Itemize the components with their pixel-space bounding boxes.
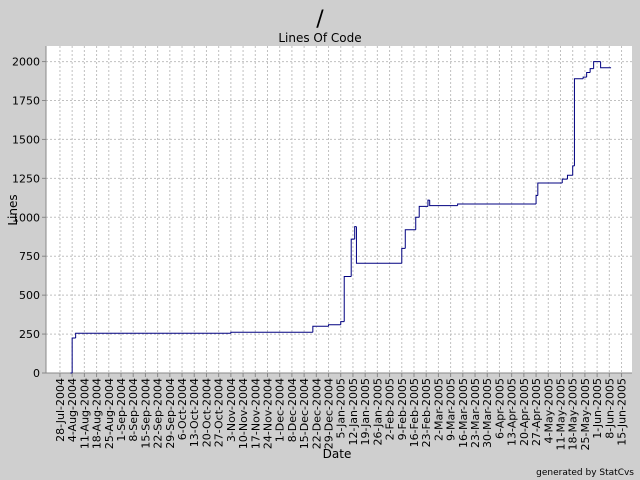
x-tick-label: 26-Jan-2005 bbox=[371, 378, 384, 446]
line-step bbox=[429, 200, 458, 207]
x-tick-label: 24-Nov-2004 bbox=[261, 378, 274, 449]
x-tick-label: 1-Dec-2004 bbox=[274, 378, 287, 442]
x-tick-label: 5-Jan-2005 bbox=[335, 378, 348, 439]
x-tick-label: 23-Feb-2005 bbox=[420, 378, 433, 447]
plot-area bbox=[46, 46, 632, 373]
footer: generated by StatCvs bbox=[536, 468, 634, 478]
line-step bbox=[561, 178, 568, 184]
y-tick-label: 1000 bbox=[12, 211, 40, 224]
x-tick-label: 16-Mar-2005 bbox=[457, 378, 470, 448]
x-tick-label: 16-Feb-2005 bbox=[408, 378, 421, 447]
line-step bbox=[312, 325, 329, 333]
x-tick-label: 22-Sep-2004 bbox=[152, 378, 165, 449]
line-step bbox=[230, 331, 313, 334]
x-tick-label: 13-Oct-2004 bbox=[188, 378, 201, 447]
x-tick-label: 30-Mar-2005 bbox=[481, 378, 494, 448]
line-step bbox=[593, 61, 601, 69]
line-step bbox=[572, 165, 575, 176]
line-step bbox=[71, 337, 76, 373]
line-step bbox=[355, 226, 402, 264]
y-tick-label: 1750 bbox=[12, 95, 40, 108]
x-tick-label: 20-Apr-2005 bbox=[518, 378, 531, 446]
x-tick-label: 9-Feb-2005 bbox=[396, 378, 409, 440]
x-tick-label: 18-May-2005 bbox=[567, 378, 580, 450]
x-tick-label: 25-Aug-2004 bbox=[103, 378, 116, 449]
x-tick-label: 1-Sep-2004 bbox=[115, 378, 128, 442]
x-tick-label: 2-Feb-2005 bbox=[384, 378, 397, 440]
x-tick-label: 4-May-2005 bbox=[542, 378, 555, 443]
line-step bbox=[589, 68, 594, 73]
x-tick-label: 10-Nov-2004 bbox=[237, 378, 250, 449]
line-step bbox=[415, 216, 420, 230]
x-tick-label: 8-Jun-2005 bbox=[603, 378, 616, 439]
x-tick-label: 27-Oct-2004 bbox=[213, 378, 226, 447]
line-step bbox=[573, 78, 584, 166]
line-step bbox=[328, 324, 341, 327]
x-tick-label: 4-Aug-2004 bbox=[66, 378, 79, 442]
x-tick-label: 11-May-2005 bbox=[554, 378, 567, 450]
x-tick-label: 22-Dec-2004 bbox=[310, 378, 323, 449]
x-tick-label: 8-Dec-2004 bbox=[286, 378, 299, 442]
x-tick-label: 19-Jan-2005 bbox=[359, 378, 372, 446]
y-tick-label: 0 bbox=[33, 367, 40, 380]
y-tick-label: 2000 bbox=[12, 56, 40, 69]
line-step bbox=[343, 275, 352, 322]
x-tick-label: 29-Dec-2004 bbox=[323, 378, 336, 449]
line-step bbox=[535, 194, 538, 205]
x-tick-label: 8-Sep-2004 bbox=[127, 378, 140, 442]
line-step bbox=[427, 199, 430, 207]
x-tick-label: 17-Nov-2004 bbox=[249, 378, 262, 449]
x-tick-label: 9-Mar-2005 bbox=[445, 378, 458, 441]
x-tick-label: 6-Oct-2004 bbox=[176, 378, 189, 440]
x-axis-label: Date bbox=[323, 447, 352, 461]
chart-title: / bbox=[316, 7, 324, 32]
chart-subtitle: Lines Of Code bbox=[278, 31, 361, 45]
line-step bbox=[354, 226, 357, 240]
x-tick-label: 2-Mar-2005 bbox=[432, 378, 445, 441]
x-tick-label: 18-Aug-2004 bbox=[91, 378, 104, 449]
y-axis-label: Lines bbox=[6, 194, 20, 225]
line-step bbox=[582, 76, 587, 79]
y-tick-label: 1500 bbox=[12, 133, 40, 146]
x-tick-label: 20-Oct-2004 bbox=[200, 378, 213, 447]
x-tick-label: 12-Jan-2005 bbox=[347, 378, 360, 446]
x-tick-label: 13-Apr-2005 bbox=[506, 378, 519, 446]
x-tick-label: 15-Sep-2004 bbox=[139, 378, 152, 449]
line-step bbox=[566, 174, 573, 180]
line-step bbox=[457, 203, 537, 206]
y-tick-label: 1250 bbox=[12, 172, 40, 185]
line-step bbox=[586, 71, 591, 78]
x-tick-label: 27-Apr-2005 bbox=[530, 378, 543, 446]
x-tick-label: 1-Jun-2005 bbox=[591, 378, 604, 439]
line-step bbox=[350, 238, 355, 277]
x-tick-label: 28-Jul-2004 bbox=[54, 378, 67, 442]
x-tick-label: 25-May-2005 bbox=[579, 378, 592, 450]
x-tick-label: 15-Dec-2004 bbox=[298, 378, 311, 449]
x-tick-label: 3-Nov-2004 bbox=[225, 378, 238, 442]
x-tick-label: 11-Aug-2004 bbox=[78, 378, 91, 449]
line-step bbox=[75, 332, 231, 338]
line-step bbox=[340, 321, 345, 325]
x-tick-label: 23-Mar-2005 bbox=[469, 378, 482, 448]
line-step bbox=[404, 229, 416, 249]
y-tick-label: 500 bbox=[19, 289, 40, 302]
line-step bbox=[600, 61, 612, 69]
x-tick-label: 29-Sep-2004 bbox=[164, 378, 177, 449]
y-tick-label: 750 bbox=[19, 250, 40, 263]
x-tick-label: 6-Apr-2005 bbox=[493, 378, 506, 439]
y-tick-label: 250 bbox=[19, 328, 40, 341]
line-step bbox=[401, 247, 406, 264]
x-tick-label: 15-Jun-2005 bbox=[616, 378, 629, 446]
line-step bbox=[537, 182, 563, 196]
line-step bbox=[418, 205, 428, 218]
